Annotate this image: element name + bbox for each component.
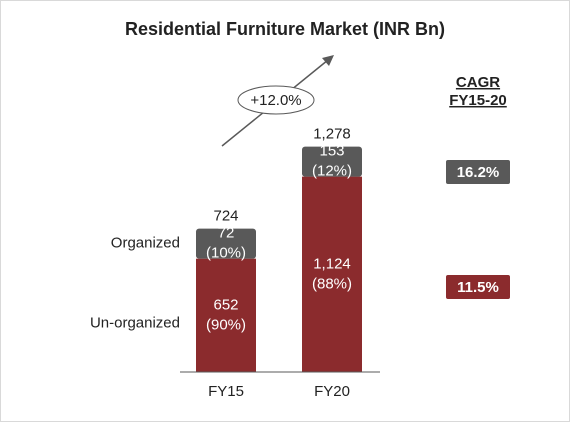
segment-share: (12%) [312, 163, 352, 180]
segment-share: (90%) [206, 316, 246, 333]
x-tick-label: FY15 [208, 383, 244, 400]
growth-label: +12.0% [250, 92, 301, 109]
segment-value: 652 [213, 296, 238, 313]
chart-title: Residential Furniture Market (INR Bn) [125, 19, 445, 39]
segment-value: 1,124 [313, 255, 351, 272]
cagr-label: 11.5% [457, 279, 499, 296]
cagr-badge [446, 275, 510, 299]
arrow-head [322, 55, 334, 66]
total-label: 724 [213, 208, 238, 225]
growth-bubble [237, 85, 315, 115]
segment-value: 72 [218, 225, 235, 242]
series-label: Un-organized [90, 314, 180, 331]
cagr-label: 16.2% [457, 164, 500, 181]
cagr-badge [446, 160, 510, 184]
bar-segment [196, 258, 256, 372]
series-label: Organized [111, 235, 180, 252]
cagr-title: FY15-20 [449, 92, 507, 109]
bar-segment [302, 176, 362, 372]
bar-segment [196, 228, 256, 259]
segment-share: (88%) [312, 275, 352, 292]
total-label: 1,278 [313, 126, 351, 143]
x-tick-label: FY20 [314, 383, 350, 400]
bar-segment [302, 146, 362, 177]
segment-share: (10%) [206, 245, 246, 262]
segment-value: 153 [319, 143, 344, 160]
cagr-title: CAGR [456, 74, 500, 91]
